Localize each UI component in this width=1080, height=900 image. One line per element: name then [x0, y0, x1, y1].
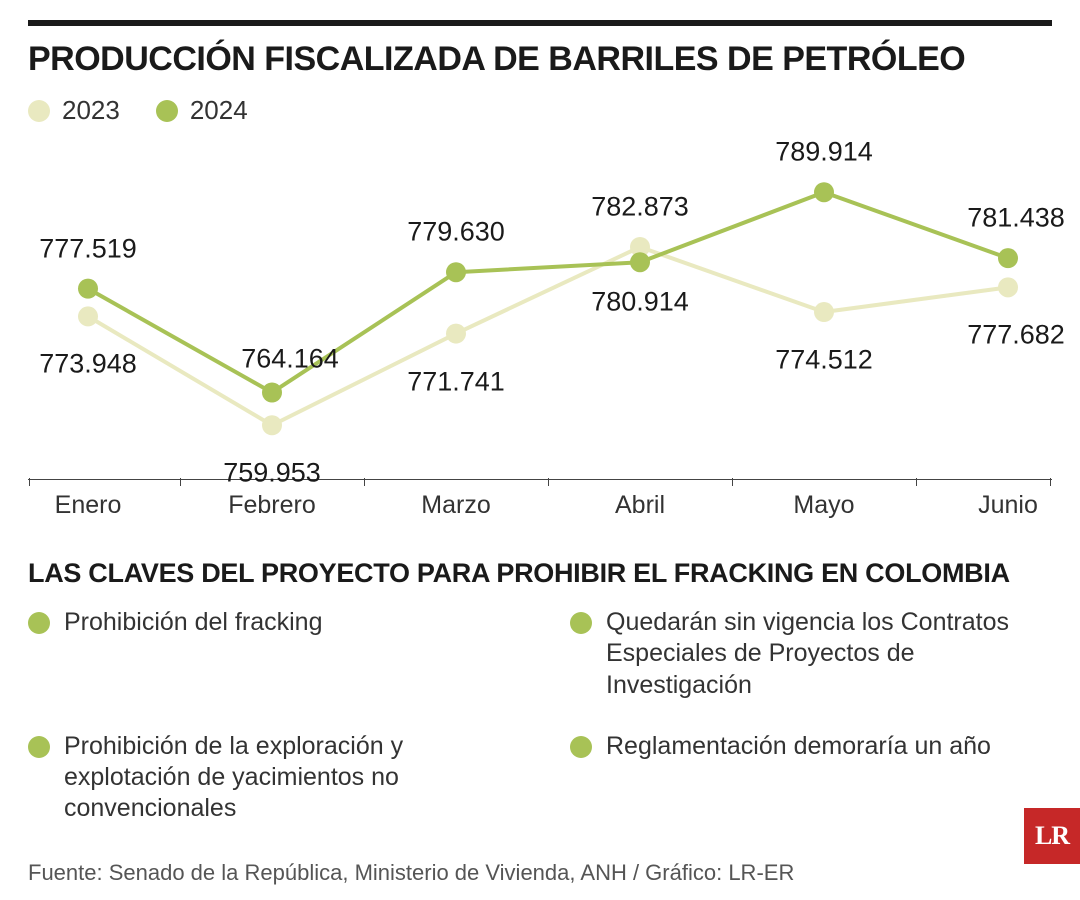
key-item-text: Prohibición del fracking: [64, 607, 322, 638]
source-line: Fuente: Senado de la República, Minister…: [28, 860, 794, 886]
x-axis: [28, 479, 1052, 480]
axis-tick: [364, 478, 365, 486]
x-axis-label: Marzo: [421, 491, 490, 520]
value-label: 774.512: [775, 345, 873, 376]
legend-label-2024: 2024: [190, 95, 248, 126]
value-label: 764.164: [241, 343, 339, 374]
key-item-text: Prohibición de la exploración y explotac…: [64, 731, 510, 825]
value-label: 780.914: [591, 287, 689, 318]
value-label: 781.438: [967, 203, 1065, 234]
axis-tick: [180, 478, 181, 486]
x-axis-label: Febrero: [228, 491, 316, 520]
legend-item-2024: 2024: [156, 95, 248, 126]
legend-label-2023: 2023: [62, 95, 120, 126]
keys-section-title: LAS CLAVES DEL PROYECTO PARA PROHIBIR EL…: [28, 558, 1052, 589]
x-axis-label: Abril: [615, 491, 665, 520]
x-axis-label: Mayo: [793, 491, 854, 520]
chart-legend: 2023 2024: [28, 95, 1052, 126]
axis-tick: [29, 478, 30, 486]
bullet-icon: [570, 736, 592, 758]
bullet-icon: [28, 612, 50, 634]
key-item: Prohibición de la exploración y explotac…: [28, 731, 510, 825]
key-item: Quedarán sin vigencia los Contratos Espe…: [570, 607, 1052, 701]
legend-dot-2023: [28, 100, 50, 122]
axis-tick: [732, 478, 733, 486]
legend-item-2023: 2023: [28, 95, 120, 126]
key-item-text: Reglamentación demoraría un año: [606, 731, 991, 762]
axis-tick: [548, 478, 549, 486]
chart-svg: [28, 146, 1052, 526]
value-label: 782.873: [591, 191, 689, 222]
legend-dot-2024: [156, 100, 178, 122]
axis-tick: [1050, 478, 1051, 486]
value-label: 789.914: [775, 137, 873, 168]
publisher-badge: LR: [1024, 808, 1080, 864]
keys-grid: Prohibición del fracking Quedarán sin vig…: [28, 607, 1052, 825]
value-label: 773.948: [39, 349, 137, 380]
chart-title: PRODUCCIÓN FISCALIZADA DE BARRILES DE PE…: [28, 40, 1052, 79]
value-label: 759.953: [223, 458, 321, 489]
bullet-icon: [570, 612, 592, 634]
bullet-icon: [28, 736, 50, 758]
value-label: 777.519: [39, 233, 137, 264]
top-rule: [28, 20, 1052, 26]
axis-tick: [916, 478, 917, 486]
x-axis-label: Enero: [55, 491, 122, 520]
key-item: Reglamentación demoraría un año: [570, 731, 1052, 825]
value-label: 771.741: [407, 366, 505, 397]
x-axis-label: Junio: [978, 491, 1038, 520]
value-label: 779.630: [407, 217, 505, 248]
key-item: Prohibición del fracking: [28, 607, 510, 701]
value-label: 777.682: [967, 320, 1065, 351]
key-item-text: Quedarán sin vigencia los Contratos Espe…: [606, 607, 1052, 701]
line-chart: 773.948759.953771.741782.873774.512777.6…: [28, 146, 1052, 526]
